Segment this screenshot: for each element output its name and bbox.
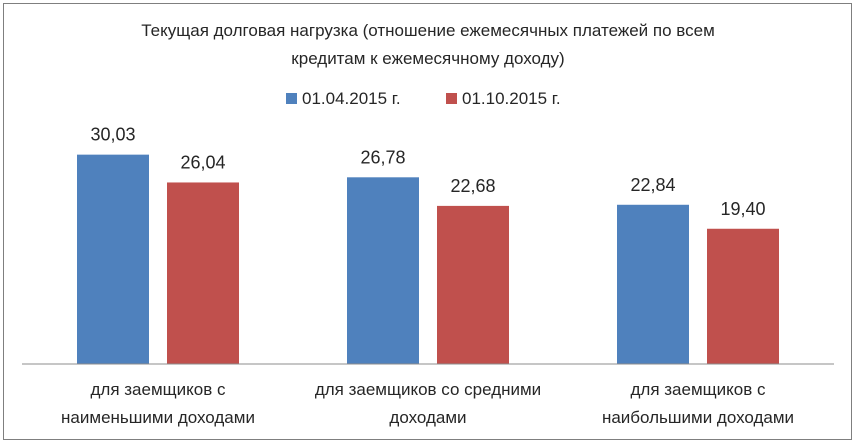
category-label-3-line-1: для заемщиков с <box>631 380 766 399</box>
data-label-series-2-category-2: 22,68 <box>450 176 495 196</box>
category-label-2-line-1: для заемщиков со средними <box>315 380 541 399</box>
legend-label-series-2: 01.10.2015 г. <box>462 89 561 108</box>
data-label-series-1-category-1: 30,03 <box>90 125 135 145</box>
bar-series-2-category-2 <box>437 205 509 364</box>
legend-label-series-1: 01.04.2015 г. <box>302 89 401 108</box>
legend-swatch-series-2 <box>446 93 457 104</box>
category-label-1-line-1: для заемщиков с <box>91 380 226 399</box>
bar-series-1-category-1 <box>77 154 149 364</box>
chart-title-line-2: кредитам к ежемесячному доходу) <box>291 49 564 68</box>
chart-title-line-1: Текущая долговая нагрузка (отношение еже… <box>141 21 715 40</box>
category-label-3-line-2: наибольшими доходами <box>602 408 794 427</box>
data-label-series-2-category-3: 19,40 <box>720 199 765 219</box>
bar-series-1-category-3 <box>617 204 689 364</box>
bar-series-1-category-2 <box>347 177 419 364</box>
data-label-series-2-category-1: 26,04 <box>180 152 225 172</box>
data-label-series-1-category-2: 26,78 <box>360 147 405 167</box>
bar-series-2-category-3 <box>707 228 779 364</box>
data-label-series-1-category-3: 22,84 <box>630 175 675 195</box>
category-label-1-line-2: наименьшими доходами <box>61 408 255 427</box>
category-label-2-line-2: доходами <box>389 408 466 427</box>
bar-series-2-category-1 <box>167 182 239 364</box>
legend-swatch-series-1 <box>286 93 297 104</box>
